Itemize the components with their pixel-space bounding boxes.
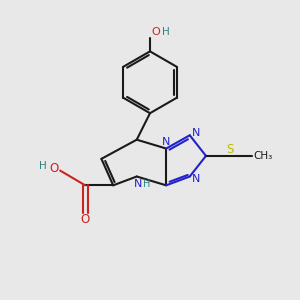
Text: H: H	[143, 179, 151, 189]
Text: O: O	[81, 213, 90, 226]
Text: N: N	[192, 174, 200, 184]
Text: H: H	[162, 27, 170, 37]
Text: N: N	[162, 137, 170, 147]
Text: S: S	[226, 142, 234, 156]
Text: H: H	[39, 161, 46, 171]
Text: CH₃: CH₃	[253, 151, 272, 161]
Text: O: O	[49, 162, 58, 175]
Text: N: N	[134, 179, 142, 189]
Text: O: O	[152, 27, 160, 37]
Text: N: N	[192, 128, 200, 138]
